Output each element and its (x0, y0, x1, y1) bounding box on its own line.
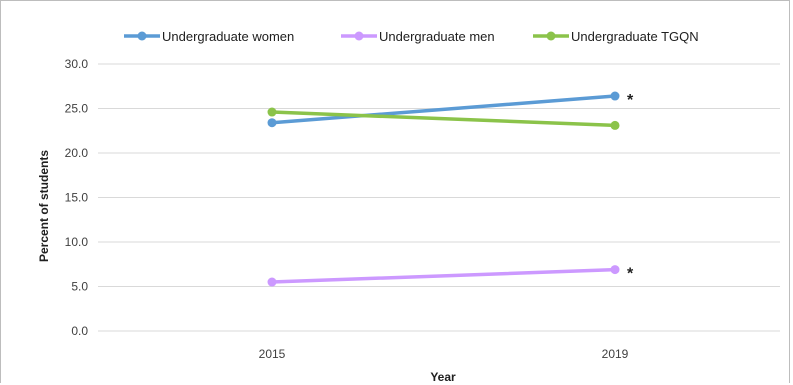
legend-label: Undergraduate TGQN (571, 29, 699, 44)
y-tick-label: 30.0 (65, 57, 89, 71)
data-point (610, 91, 620, 101)
y-tick-label: 5.0 (71, 280, 88, 294)
x-tick-label: 2015 (259, 347, 286, 361)
series-1: * (267, 265, 634, 287)
x-axis-title: Year (430, 370, 456, 384)
legend-swatch-marker (546, 31, 556, 41)
legend-item: Undergraduate women (124, 29, 294, 44)
series-lines: ** (267, 91, 634, 287)
significance-marker: * (627, 92, 634, 109)
y-tick-label: 10.0 (65, 235, 89, 249)
y-tick-label: 0.0 (71, 324, 88, 338)
series-2 (267, 107, 620, 130)
y-axis-ticks: 0.0 5.0 10.0 15.0 20.0 25.0 30.0 (65, 57, 89, 338)
data-point (267, 277, 277, 287)
gridlines (98, 63, 780, 332)
data-point (610, 120, 620, 130)
y-tick-label: 15.0 (65, 191, 89, 205)
legend-swatch-marker (137, 31, 147, 41)
series-0: * (267, 91, 634, 128)
significance-marker: * (627, 266, 634, 283)
legend-item: Undergraduate TGQN (533, 29, 699, 44)
legend-label: Undergraduate women (162, 29, 294, 44)
y-axis-title: Percent of students (37, 150, 51, 262)
legend-swatch-marker (354, 31, 364, 41)
data-point (267, 118, 277, 128)
y-tick-label: 25.0 (65, 102, 89, 116)
data-point (610, 265, 620, 275)
x-tick-label: 2019 (602, 347, 629, 361)
series-line (270, 110, 617, 128)
series-line (270, 267, 617, 284)
x-axis-ticks: 2015 2019 (259, 347, 629, 361)
legend: Undergraduate women Undergraduate men Unde… (124, 29, 699, 44)
y-tick-label: 20.0 (65, 146, 89, 160)
series-line (270, 94, 617, 125)
legend-item: Undergraduate men (341, 29, 495, 44)
data-point (267, 107, 277, 117)
legend-label: Undergraduate men (379, 29, 495, 44)
